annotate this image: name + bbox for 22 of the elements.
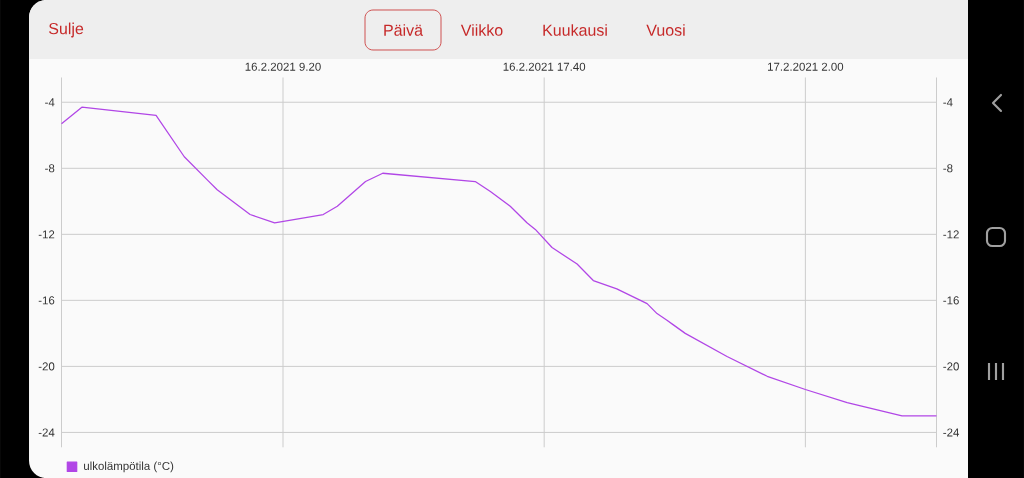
y2-tick-label: -12 bbox=[943, 230, 959, 239]
line-series bbox=[60, 106, 938, 417]
x-tick-label: 17.2.2021 2.00 bbox=[768, 62, 844, 71]
x-tick-label: 16.2.2021 9.20 bbox=[245, 62, 321, 71]
text: Viikko bbox=[460, 24, 503, 36]
text: Kuukausi bbox=[543, 24, 607, 36]
text: Päivä bbox=[384, 24, 423, 36]
y2-tick-label: -20 bbox=[943, 362, 959, 371]
y-tick-label: -4 bbox=[45, 98, 55, 107]
y-tick-label: -12 bbox=[38, 230, 55, 239]
text: Vuosi bbox=[646, 24, 685, 36]
text: Sulje bbox=[49, 22, 84, 38]
y-tick-label: -8 bbox=[45, 164, 55, 173]
x-tick-label: 16.2.2021 17.40 bbox=[503, 62, 586, 71]
y-tick-label: -20 bbox=[38, 362, 55, 371]
y2-tick-label: -24 bbox=[943, 428, 960, 437]
y2-tick-label: -16 bbox=[943, 296, 959, 305]
y2-tick-label: -4 bbox=[943, 98, 953, 107]
y-tick-label: -24 bbox=[38, 428, 55, 437]
legend-label: ulkolämpötila (°C) bbox=[84, 461, 174, 473]
y2-tick-label: -8 bbox=[943, 164, 953, 173]
y-tick-label: -16 bbox=[38, 296, 55, 305]
